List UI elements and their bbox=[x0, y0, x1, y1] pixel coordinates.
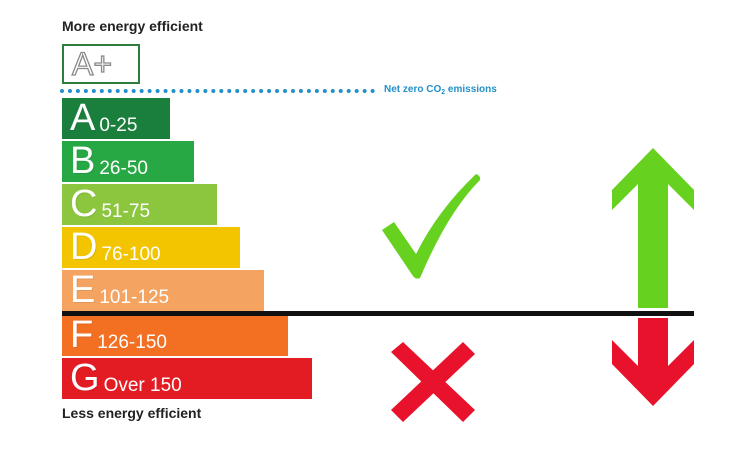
up-arrow-shape bbox=[612, 148, 694, 308]
net-zero-label: Net zero CO2 emissions bbox=[384, 84, 497, 96]
band-e: E 101-125 bbox=[62, 270, 264, 311]
band-range: 76-100 bbox=[101, 244, 161, 265]
band-range: 51-75 bbox=[101, 201, 151, 222]
check-icon bbox=[382, 174, 481, 279]
check-mark-shape bbox=[382, 174, 481, 279]
band-letter: B bbox=[70, 140, 96, 182]
net-zero-label-suffix: emissions bbox=[445, 84, 497, 95]
band-a: A 0-25 bbox=[62, 98, 170, 139]
band-range: Over 150 bbox=[103, 375, 182, 396]
band-letter: A bbox=[70, 97, 96, 139]
band-letter: F bbox=[70, 314, 94, 356]
band-letter: G bbox=[70, 357, 100, 399]
band-letter: D bbox=[70, 226, 98, 268]
band-c: C 51-75 bbox=[62, 184, 217, 225]
band-letter: C bbox=[70, 183, 98, 225]
band-range: 26-50 bbox=[99, 158, 148, 179]
band-b: B 26-50 bbox=[62, 141, 194, 182]
band-d: D 76-100 bbox=[62, 227, 240, 268]
band-range: 126-150 bbox=[97, 332, 167, 353]
net-zero-label-subscript: 2 bbox=[441, 89, 446, 96]
band-f: F 126-150 bbox=[62, 315, 288, 356]
band-range: 101-125 bbox=[99, 287, 170, 308]
down-arrow-icon bbox=[612, 318, 694, 406]
band-range: 0-25 bbox=[99, 115, 138, 136]
down-arrow-shape bbox=[612, 318, 694, 406]
cross-icon bbox=[391, 342, 475, 422]
less-efficient-label: Less energy efficient bbox=[62, 405, 202, 421]
net-zero-label-prefix: Net zero CO bbox=[384, 84, 442, 95]
threshold-divider-line bbox=[62, 311, 694, 316]
up-arrow-icon bbox=[612, 148, 694, 308]
a-plus-label: A+ bbox=[71, 46, 113, 82]
band-g: G Over 150 bbox=[62, 358, 312, 399]
more-efficient-label: More energy efficient bbox=[62, 18, 203, 34]
net-zero-dotted-line bbox=[60, 89, 375, 93]
band-letter: E bbox=[70, 269, 96, 311]
cross-stroke-2 bbox=[391, 342, 475, 422]
a-plus-rating-box: A+ bbox=[62, 44, 140, 84]
